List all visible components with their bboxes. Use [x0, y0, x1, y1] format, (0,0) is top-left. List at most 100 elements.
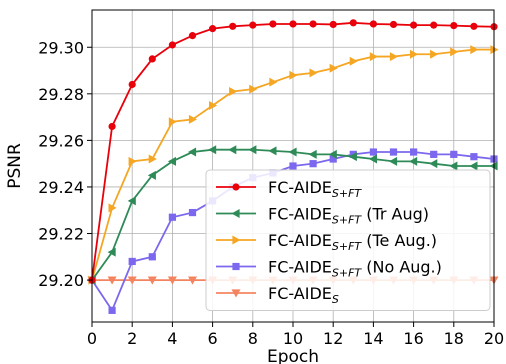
series-0-point-4 — [168, 41, 176, 49]
series-1-point-9 — [268, 146, 277, 156]
series-3-point-5 — [188, 208, 197, 217]
series-1-point-11 — [308, 149, 317, 159]
series-3-point-18 — [450, 150, 458, 158]
legend-label-1: FC-AIDES+FT (Tr Aug) — [268, 205, 429, 227]
series-1-point-19 — [469, 161, 478, 171]
series-0-point-3 — [148, 55, 156, 63]
series-0-point-8 — [249, 21, 257, 29]
series-0-point-13 — [349, 19, 357, 27]
x-tick-label-3: 6 — [208, 329, 218, 348]
series-3-point-3 — [148, 253, 156, 261]
series-2-point-5 — [188, 114, 197, 124]
series-0-point-7 — [229, 22, 237, 30]
series-0-point-14 — [369, 20, 377, 28]
x-tick-label-1: 2 — [127, 329, 137, 348]
series-2-point-2 — [128, 156, 137, 166]
series-4-point-3 — [147, 276, 157, 285]
series-0-point-19 — [470, 22, 478, 30]
series-0-point-17 — [430, 21, 438, 29]
series-0-point-15 — [389, 20, 398, 29]
y-tick-label-2: 29.24 — [38, 178, 84, 197]
legend-swatch-marker-2 — [232, 235, 241, 245]
y-tick-label-1: 29.22 — [38, 225, 84, 244]
series-3-point-17 — [430, 150, 438, 158]
series-2-point-3 — [148, 154, 157, 164]
series-2-point-4 — [168, 117, 177, 127]
y-tick-label-5: 29.30 — [38, 38, 84, 57]
series-4-point-1 — [107, 276, 117, 285]
series-2-point-12 — [329, 63, 338, 73]
series-2-point-7 — [229, 86, 238, 96]
series-1-point-7 — [228, 145, 237, 155]
series-3-point-11 — [309, 160, 317, 168]
series-1-point-1 — [107, 247, 116, 257]
series-1-point-3 — [147, 170, 156, 180]
x-tick-label-2: 4 — [167, 329, 177, 348]
x-tick-label-9: 18 — [444, 329, 464, 348]
legend-box — [205, 169, 491, 311]
y-axis-ticks: 29.20 29.22 29.24 29.26 29.28 29.30 — [38, 38, 92, 290]
series-3-point-10 — [289, 162, 297, 170]
y-tick-label-0: 29.20 — [38, 271, 84, 290]
series-0-point-6 — [209, 25, 217, 33]
series-2-point-1 — [108, 203, 117, 213]
series-0-point-2 — [128, 80, 136, 89]
x-tick-label-6: 12 — [323, 329, 343, 348]
series-1-point-2 — [127, 196, 136, 206]
legend-label-2: FC-AIDES+FT (Te Aug.) — [268, 231, 437, 253]
series-0-point-12 — [329, 20, 337, 29]
legend-item-3: FC-AIDES+FT (No Aug.) — [216, 258, 442, 280]
series-1-point-6 — [208, 145, 217, 155]
x-tick-label-5: 10 — [283, 329, 303, 348]
series-1-point-14 — [368, 154, 377, 164]
legend-label-4: FC-AIDES — [268, 284, 339, 306]
series-2-point-18 — [450, 47, 459, 57]
series-3-point-16 — [410, 148, 418, 156]
series-2-point-15 — [389, 52, 398, 62]
series-1-point-12 — [328, 149, 337, 159]
legend-swatch-marker-1 — [231, 209, 240, 218]
series-1-point-5 — [188, 147, 197, 157]
series-2-point-14 — [369, 52, 378, 62]
legend-item-0: FC-AIDES+FT — [216, 178, 362, 200]
legend-swatch-marker-3 — [232, 262, 240, 271]
x-tick-label-10: 20 — [484, 329, 504, 348]
series-2-point-9 — [269, 77, 278, 87]
y-axis-label: PSNR — [5, 143, 25, 189]
x-tick-label-8: 16 — [403, 329, 423, 348]
series-0-point-16 — [410, 21, 418, 29]
series-1-point-16 — [409, 156, 418, 166]
series-0-point-5 — [188, 32, 197, 40]
series-3-point-2 — [128, 257, 136, 266]
series-1-point-10 — [288, 147, 297, 157]
x-tick-label-7: 14 — [363, 329, 383, 348]
series-2-point-16 — [410, 49, 419, 59]
series-2-point-11 — [309, 68, 318, 78]
y-tick-label-3: 29.26 — [38, 131, 84, 150]
series-1-point-8 — [248, 145, 257, 155]
series-3-point-12 — [329, 155, 337, 163]
series-4-point-5 — [188, 276, 197, 285]
series-2-point-17 — [430, 49, 439, 59]
series-3-point-14 — [369, 148, 377, 156]
legend-label-3: FC-AIDES+FT (No Aug.) — [268, 258, 442, 280]
legend-swatch-marker-0 — [232, 183, 240, 191]
x-axis-ticks: 0 2 4 6 8 10 12 14 16 18 20 — [87, 322, 504, 348]
series-3-point-1 — [108, 306, 116, 314]
y-tick-label-4: 29.28 — [38, 85, 84, 104]
series-0-point-10 — [289, 20, 297, 28]
legend: FC-AIDES+FT FC-AIDES+FT (Tr Aug) FC-AIDES+… — [205, 169, 491, 311]
series-3-point-4 — [168, 213, 176, 221]
legend-swatch-marker-4 — [231, 289, 241, 298]
series-1-point-13 — [348, 152, 357, 162]
series-2-point-6 — [209, 100, 218, 110]
legend-item-1: FC-AIDES+FT (Tr Aug) — [216, 205, 429, 227]
legend-label-0: FC-AIDES+FT — [268, 178, 362, 200]
series-0-point-1 — [108, 122, 116, 131]
series-1-point-18 — [449, 161, 458, 171]
series-1-point-4 — [167, 156, 176, 166]
series-2-point-10 — [289, 70, 298, 80]
series-1-point-17 — [429, 159, 438, 169]
series-4-point-2 — [127, 276, 137, 285]
